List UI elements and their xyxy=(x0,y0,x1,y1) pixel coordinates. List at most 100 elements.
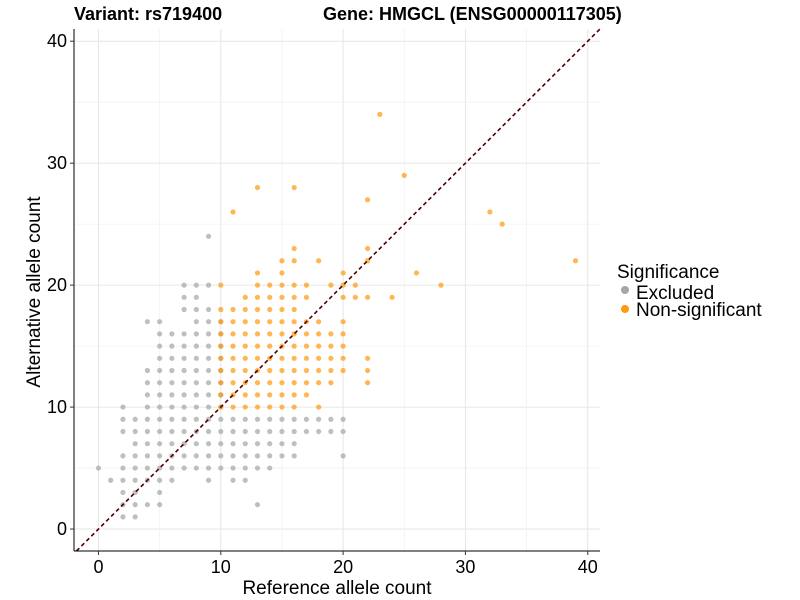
data-point-excluded xyxy=(328,416,334,422)
data-point-nonsignificant xyxy=(291,306,297,313)
data-point-excluded xyxy=(205,428,212,435)
data-point-nonsignificant xyxy=(230,331,236,337)
data-point-nonsignificant xyxy=(340,343,346,349)
data-point-nonsignificant xyxy=(340,367,346,374)
data-point-excluded xyxy=(218,441,224,447)
data-point-excluded xyxy=(120,489,126,496)
data-point-excluded xyxy=(157,489,163,496)
data-point-excluded xyxy=(230,453,236,459)
data-point-excluded xyxy=(205,465,212,471)
data-point-excluded xyxy=(205,477,212,483)
y-tick-label: 40 xyxy=(47,31,67,51)
data-point-excluded xyxy=(120,404,126,410)
data-point-nonsignificant xyxy=(364,245,371,252)
data-point-excluded xyxy=(328,428,334,435)
data-point-nonsignificant xyxy=(364,294,371,300)
data-point-excluded xyxy=(169,404,175,410)
data-point-excluded xyxy=(267,416,273,422)
x-tick-label: 0 xyxy=(93,557,103,577)
legend-label-excluded: Excluded xyxy=(636,283,714,304)
data-point-excluded xyxy=(157,355,163,361)
data-point-excluded xyxy=(144,441,150,447)
data-point-excluded xyxy=(267,465,273,471)
chart-title-gene: Gene: HMGCL (ENSG00000117305) xyxy=(323,4,622,24)
data-point-nonsignificant xyxy=(340,294,346,300)
data-point-nonsignificant xyxy=(316,319,322,325)
x-tick-label: 40 xyxy=(578,557,598,577)
data-point-excluded xyxy=(157,392,163,398)
data-point-excluded xyxy=(169,477,175,483)
data-point-excluded xyxy=(181,282,187,288)
data-point-excluded xyxy=(181,355,187,361)
data-point-nonsignificant xyxy=(279,306,285,313)
data-point-nonsignificant xyxy=(279,319,285,325)
data-point-excluded xyxy=(242,477,248,483)
data-point-excluded xyxy=(230,416,236,422)
data-point-excluded xyxy=(144,428,150,435)
data-point-nonsignificant xyxy=(413,270,420,276)
data-point-excluded xyxy=(157,428,163,435)
data-point-nonsignificant xyxy=(279,355,285,361)
data-point-nonsignificant xyxy=(218,331,224,337)
data-point-nonsignificant xyxy=(316,343,322,349)
data-point-excluded xyxy=(169,428,175,435)
data-point-excluded xyxy=(303,416,310,422)
data-point-excluded xyxy=(132,428,138,435)
data-point-excluded xyxy=(193,416,199,422)
data-point-excluded xyxy=(144,453,150,459)
data-point-excluded xyxy=(254,502,261,508)
data-point-excluded xyxy=(169,380,175,386)
data-point-excluded xyxy=(120,477,126,483)
data-point-nonsignificant xyxy=(352,282,358,288)
data-point-excluded xyxy=(181,367,187,374)
data-point-nonsignificant xyxy=(291,392,297,398)
data-point-nonsignificant xyxy=(242,294,248,300)
data-point-nonsignificant xyxy=(291,245,297,252)
data-point-excluded xyxy=(205,319,212,325)
data-point-nonsignificant xyxy=(303,355,310,361)
data-point-nonsignificant xyxy=(218,367,224,374)
data-point-nonsignificant xyxy=(572,258,579,264)
data-point-excluded xyxy=(205,233,212,239)
data-point-nonsignificant xyxy=(254,306,261,313)
data-point-excluded xyxy=(169,331,175,337)
data-point-excluded xyxy=(181,453,187,459)
data-point-excluded xyxy=(230,477,236,483)
data-point-excluded xyxy=(169,441,175,447)
data-point-excluded xyxy=(279,453,285,459)
data-point-excluded xyxy=(132,465,138,471)
data-point-excluded xyxy=(254,416,261,422)
data-point-excluded xyxy=(291,441,297,447)
data-point-excluded xyxy=(132,514,138,520)
data-points xyxy=(95,111,579,520)
data-point-nonsignificant xyxy=(328,282,334,288)
data-point-excluded xyxy=(193,441,199,447)
data-point-nonsignificant xyxy=(364,355,371,361)
data-point-excluded xyxy=(157,404,163,410)
data-point-excluded xyxy=(205,380,212,386)
data-point-excluded xyxy=(291,453,297,459)
data-point-nonsignificant xyxy=(401,172,407,178)
data-point-excluded xyxy=(218,428,224,435)
data-point-nonsignificant xyxy=(499,221,505,227)
data-point-nonsignificant xyxy=(242,392,248,398)
data-point-nonsignificant xyxy=(254,319,261,325)
data-point-nonsignificant xyxy=(254,404,261,410)
data-point-nonsignificant xyxy=(352,294,358,300)
data-point-excluded xyxy=(157,502,163,508)
data-point-excluded xyxy=(230,465,236,471)
data-point-nonsignificant xyxy=(291,294,297,300)
data-point-nonsignificant xyxy=(279,331,285,337)
data-point-nonsignificant xyxy=(487,209,493,215)
data-point-nonsignificant xyxy=(279,282,285,288)
data-point-excluded xyxy=(193,319,199,325)
data-point-excluded xyxy=(181,465,187,471)
data-point-excluded xyxy=(144,319,150,325)
data-point-nonsignificant xyxy=(267,367,273,374)
data-point-nonsignificant xyxy=(316,331,322,337)
data-point-excluded xyxy=(205,392,212,398)
data-point-nonsignificant xyxy=(291,367,297,374)
data-point-excluded xyxy=(193,343,199,349)
data-point-excluded xyxy=(120,453,126,459)
data-point-excluded xyxy=(157,441,163,447)
